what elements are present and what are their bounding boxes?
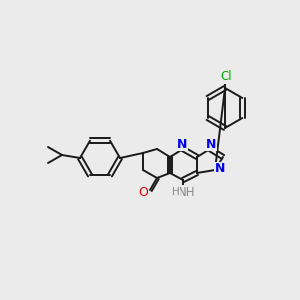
Text: H: H: [172, 187, 180, 197]
Text: NH: NH: [178, 185, 196, 199]
Text: N: N: [215, 163, 225, 176]
Text: N: N: [206, 137, 216, 151]
Text: N: N: [177, 137, 187, 151]
Text: Cl: Cl: [220, 70, 232, 83]
Text: O: O: [138, 187, 148, 200]
